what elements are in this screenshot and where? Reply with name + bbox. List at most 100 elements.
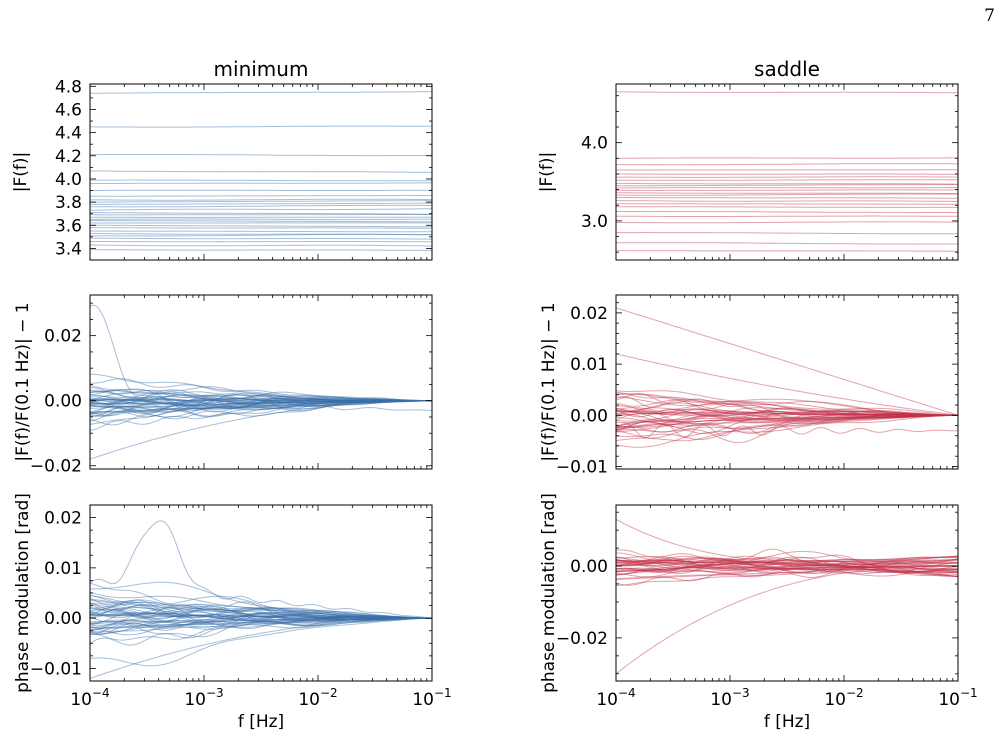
series-line <box>90 400 432 416</box>
y-axis-label: |F(f)/F(0.1 Hz)| − 1 <box>539 302 559 461</box>
series-line <box>616 559 958 573</box>
series-line <box>90 601 432 619</box>
series-line <box>616 405 958 416</box>
series-line <box>90 400 432 406</box>
series-line <box>90 398 432 402</box>
y-tick-label: −0.02 <box>30 457 82 477</box>
series-line <box>90 400 432 426</box>
series-line <box>90 397 432 413</box>
series-line <box>616 412 958 416</box>
series-line <box>616 200 958 202</box>
series-line <box>616 563 958 571</box>
series-line <box>616 176 958 178</box>
series-line <box>90 195 432 197</box>
series-line <box>616 558 958 568</box>
series-line <box>616 565 958 572</box>
series-line <box>90 599 432 619</box>
series-line <box>90 400 432 422</box>
series-line <box>90 615 432 634</box>
y-tick-label: 0.02 <box>44 509 82 529</box>
series-line <box>90 386 432 402</box>
series-line <box>616 414 958 422</box>
series-line <box>90 612 432 625</box>
series-line <box>616 556 958 565</box>
series-line <box>90 617 432 679</box>
series-lines <box>616 518 958 675</box>
series-line <box>616 412 958 423</box>
series-line <box>90 612 432 622</box>
series-line <box>616 186 958 189</box>
series-line <box>616 250 958 252</box>
series-line <box>616 549 958 578</box>
series-line <box>616 414 958 442</box>
y-tick-label: 0.00 <box>570 557 608 577</box>
panel-saddle-magnitude: 3.0 4.0 saddle |F(f)| <box>537 57 959 261</box>
series-line <box>90 608 432 623</box>
series-line <box>90 389 432 406</box>
series-line <box>616 561 958 573</box>
series-line <box>90 595 432 619</box>
series-line <box>616 559 958 577</box>
series-line <box>90 204 432 208</box>
series-line <box>90 398 432 413</box>
series-line <box>90 398 432 409</box>
series-line <box>90 617 432 629</box>
series-line <box>616 565 958 573</box>
series-line <box>90 606 432 619</box>
series-line <box>90 599 432 619</box>
series-line <box>90 198 432 201</box>
x-tick-label: 10−1 <box>412 686 451 710</box>
series-line <box>616 414 958 433</box>
series-line <box>616 560 958 578</box>
series-lines <box>90 91 432 251</box>
series-line <box>90 390 432 403</box>
series-line <box>616 91 958 94</box>
series-line <box>616 556 958 567</box>
series-line <box>90 612 432 621</box>
series-line <box>616 414 958 433</box>
series-line <box>616 413 958 422</box>
axes-frame <box>615 294 959 470</box>
axes-frame <box>615 83 959 261</box>
series-line <box>90 227 432 229</box>
series-line <box>90 220 432 223</box>
series-line <box>90 400 432 406</box>
series-lines <box>90 520 432 679</box>
series-line <box>90 398 432 409</box>
series-line <box>90 617 432 636</box>
series-line <box>616 395 958 417</box>
series-line <box>616 564 958 570</box>
series-line <box>616 197 958 199</box>
y-axis-label: phase modulation [rad] <box>13 493 33 693</box>
series-line <box>616 518 958 565</box>
x-axis-label: f [Hz] <box>764 712 810 732</box>
series-line <box>90 386 432 402</box>
series-line <box>616 422 958 439</box>
series-line <box>90 614 432 619</box>
series-line <box>616 414 958 448</box>
x-tick-label: 10−3 <box>710 686 749 710</box>
series-line <box>90 396 432 413</box>
series-line <box>616 559 958 580</box>
series-line <box>616 559 958 570</box>
y-tick-label: 3.4 <box>55 239 82 259</box>
x-tick-label: 10−3 <box>184 686 223 710</box>
series-line <box>616 561 958 574</box>
series-lines <box>616 91 958 252</box>
y-tick-label: −0.01 <box>30 659 82 679</box>
axes-frame <box>89 83 433 261</box>
series-line <box>616 558 958 586</box>
series-line <box>90 617 432 636</box>
series-line <box>90 613 432 623</box>
series-line <box>90 613 432 632</box>
series-line <box>90 154 432 157</box>
series-line <box>90 388 432 407</box>
series-line <box>90 617 432 667</box>
series-line <box>90 202 432 205</box>
series-line <box>90 394 432 402</box>
series-line <box>616 566 958 577</box>
series-line <box>616 409 958 416</box>
series-line <box>90 391 432 402</box>
series-line <box>616 182 958 185</box>
page-number: 7 <box>984 6 995 26</box>
